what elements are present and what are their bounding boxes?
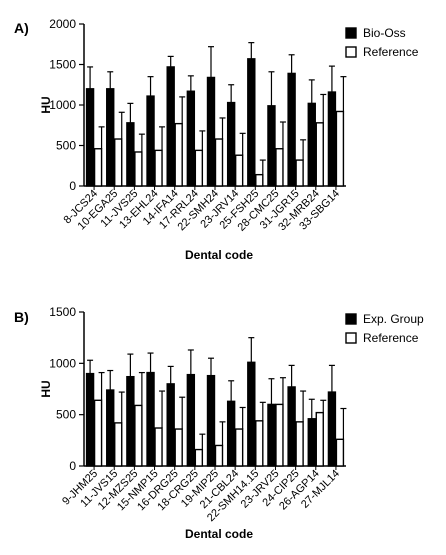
bar-test xyxy=(287,72,296,187)
chart-panel-2: B)050010001500HU9-JHM2511-JVS1512-MZS251… xyxy=(14,305,424,541)
y-tick-label: 500 xyxy=(56,139,76,153)
bar-test xyxy=(327,91,337,187)
bar-test xyxy=(186,373,196,467)
y-tick-label: 1000 xyxy=(49,98,76,112)
y-tick-label: 2000 xyxy=(49,17,76,31)
bar-test xyxy=(146,95,155,187)
bar-test xyxy=(247,361,256,467)
bar-reference xyxy=(295,421,304,467)
x-axis-label: Dental code xyxy=(185,527,253,541)
bar-test xyxy=(206,374,216,467)
legend-label: Bio-Oss xyxy=(363,26,406,40)
bar-test xyxy=(186,90,196,187)
bar-reference xyxy=(234,428,244,467)
bar-test xyxy=(126,122,135,187)
y-tick-label: 0 xyxy=(69,179,76,193)
bar-reference xyxy=(335,110,345,187)
y-tick-label: 500 xyxy=(56,408,76,422)
bar-reference xyxy=(174,428,183,467)
y-tick-label: 0 xyxy=(69,459,76,473)
x-axis-label: Dental code xyxy=(185,248,253,262)
legend: Bio-Oss Reference xyxy=(345,26,419,59)
bar-reference xyxy=(93,148,103,187)
bar-reference xyxy=(214,444,224,467)
bar-reference xyxy=(255,420,264,467)
bar-reference xyxy=(174,122,183,187)
bar-reference xyxy=(275,148,284,187)
y-axis-label: HU xyxy=(39,380,53,397)
bar-test xyxy=(166,383,175,467)
bar-reference xyxy=(255,173,264,187)
bar-test xyxy=(226,101,236,187)
legend: Exp. Group Reference xyxy=(345,312,424,345)
bar-test xyxy=(307,418,316,467)
legend-label: Reference xyxy=(363,331,419,345)
bar-test xyxy=(267,105,276,187)
bar-reference xyxy=(134,151,143,187)
legend-label: Exp. Group xyxy=(363,312,424,326)
legend-swatch xyxy=(345,27,357,39)
bar-reference xyxy=(275,403,284,467)
bar-test xyxy=(146,371,155,467)
bar-test xyxy=(106,88,115,187)
bar-test xyxy=(226,400,236,467)
bar-test xyxy=(106,389,115,467)
bar-test xyxy=(126,375,135,467)
bar-test xyxy=(267,403,276,467)
bar-test xyxy=(166,66,175,187)
bar-test xyxy=(307,102,316,187)
bar-reference xyxy=(315,411,324,467)
bar-test xyxy=(327,391,337,467)
bar-reference xyxy=(134,404,143,467)
panel-label: B) xyxy=(14,309,29,325)
legend-label: Reference xyxy=(363,45,419,59)
bar-reference xyxy=(154,149,163,187)
bar-reference xyxy=(154,427,163,467)
chart-panel-1: A)0500100015002000HU8-JCS2410-EGA2511-JV… xyxy=(14,17,419,262)
y-axis-label: HU xyxy=(39,96,53,113)
bar-reference xyxy=(214,138,224,187)
y-tick-label: 1500 xyxy=(49,58,76,72)
bar-test xyxy=(85,372,95,467)
bar-test xyxy=(287,386,296,467)
bar-reference xyxy=(335,438,345,467)
bar-reference xyxy=(194,448,204,467)
legend-swatch xyxy=(345,332,357,344)
bar-reference xyxy=(93,399,103,467)
bar-reference xyxy=(295,159,304,187)
y-tick-label: 1000 xyxy=(49,356,76,370)
panel-label: A) xyxy=(14,20,29,36)
y-tick-label: 1500 xyxy=(49,305,76,319)
bar-reference xyxy=(114,422,123,467)
bar-reference xyxy=(114,138,123,187)
legend-swatch xyxy=(345,46,357,58)
bar-test xyxy=(206,76,216,187)
bar-test xyxy=(85,88,95,187)
legend-swatch xyxy=(345,313,357,325)
bar-test xyxy=(247,58,256,187)
bar-reference xyxy=(194,149,204,187)
bar-reference xyxy=(315,122,324,187)
bar-reference xyxy=(234,154,244,187)
